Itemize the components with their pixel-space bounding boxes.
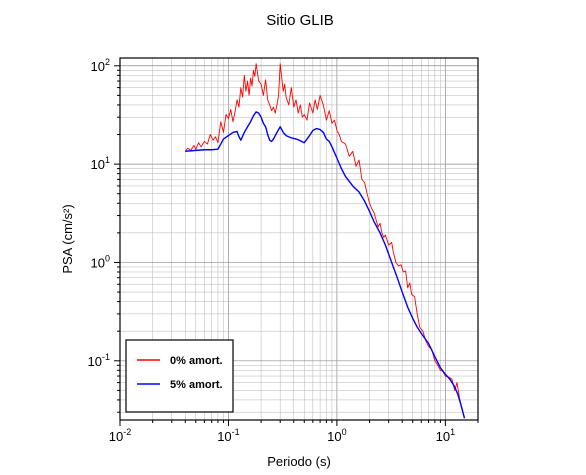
plot-frame (119, 57, 479, 421)
legend-box (125, 339, 234, 413)
grid (119, 58, 479, 420)
x-axis-label: Periodo (s) (267, 454, 331, 469)
x-tick-label: 10-2 (109, 427, 131, 444)
y-axis-label: PSA (cm/s²) (60, 204, 75, 273)
legend-label-5-amort: 5% amort. (170, 379, 223, 391)
legend: 0% amort. 5% amort. (125, 339, 234, 413)
x-tick-label: 101 (436, 427, 455, 444)
series-line-0-amort (184, 63, 465, 417)
y-tick-label: 102 (91, 57, 110, 74)
chart-title: Sitio GLIB (266, 12, 334, 29)
x-tick-label: 10-1 (217, 427, 239, 444)
axis-ticks: 10-2 10-1 100 101 10-1 100 101 102 (88, 57, 479, 444)
y-tick-label: 100 (91, 253, 110, 270)
legend-label-0-amort: 0% amort. (170, 355, 223, 367)
x-tick-label: 100 (327, 427, 346, 444)
y-tick-label: 10-1 (88, 352, 110, 369)
y-tick-label: 101 (91, 155, 110, 172)
series-line-5-amort (185, 111, 466, 419)
series-lines (184, 63, 466, 419)
